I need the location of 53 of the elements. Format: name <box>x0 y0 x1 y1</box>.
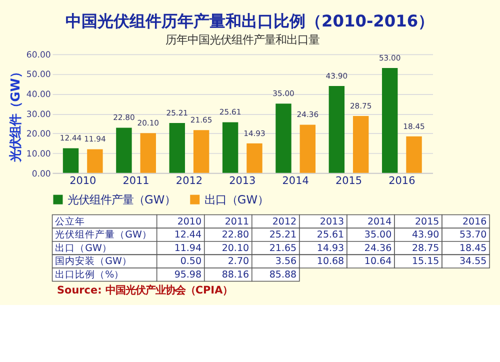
data-label: 25.61 <box>219 108 242 117</box>
text: 光伏组件产量（GW） 12.44 22.80 25.21 25.61 35.00 43.90 53.70 <box>55 230 487 241</box>
bar <box>87 149 103 173</box>
y-tick-label: 60.00 <box>26 50 51 60</box>
legend-label: 出口（GW） <box>204 192 268 206</box>
text: 出口比例（%） 95.98 88.16 85.88 <box>55 270 297 280</box>
x-tick-label: 2011 <box>122 174 150 187</box>
data-label: 43.90 <box>326 71 348 80</box>
chart-title: 中国光伏组件历年产量和出口比例（2010-2016） <box>66 12 434 31</box>
bar <box>276 104 292 173</box>
legend-label: 光伏组件产量（GW） <box>67 192 176 206</box>
data-label: 25.21 <box>166 108 188 118</box>
source-note: Source: 中国光伏产业协会（CPIA） <box>57 284 233 297</box>
y-tick-label: 50.00 <box>26 70 51 80</box>
text: 国内安装（GW） 0.50 2.70 3.56 10.68 10.64 15.15 34.55 <box>55 256 487 268</box>
bar <box>352 116 369 173</box>
data-label: 18.45 <box>403 122 426 131</box>
x-tick-label: 2015 <box>335 174 362 187</box>
data-label: 20.10 <box>137 118 160 128</box>
data-label: 14.93 <box>244 128 266 138</box>
x-tick-label: 2016 <box>388 174 416 187</box>
y-axis-title: 光伏组件（GW） <box>8 66 23 163</box>
bar <box>62 148 79 173</box>
bar <box>169 123 185 173</box>
data-label: 24.36 <box>296 110 319 120</box>
y-tick-label: 10.00 <box>26 149 51 160</box>
x-tick-label: 2014 <box>282 174 310 187</box>
data-label: 22.80 <box>113 113 135 122</box>
bar <box>116 128 132 173</box>
y-tick-label: 20.00 <box>26 130 51 140</box>
chart-subtitle: 历年中国光伏组件产量和出口量 <box>165 32 320 47</box>
data-label: 35.00 <box>272 89 295 98</box>
bar <box>328 86 345 173</box>
x-tick-label: 2012 <box>176 174 203 187</box>
y-tick-label: 30.00 <box>26 110 51 120</box>
data-label: 28.75 <box>350 101 372 110</box>
text: 出口（GW） 11.94 20.10 21.65 14.93 24.36 28.75 18.45 <box>55 242 487 254</box>
bar <box>222 122 238 173</box>
x-tick-label: 2010 <box>70 174 96 187</box>
bar <box>246 143 262 173</box>
bar <box>140 133 156 173</box>
x-tick-label: 2013 <box>229 174 256 187</box>
data-label: 53.00 <box>378 53 401 62</box>
bar <box>382 68 398 173</box>
bar <box>193 130 210 173</box>
data-label: 12.44 <box>60 134 82 143</box>
y-tick-label: 0.00 <box>32 169 51 180</box>
bar <box>406 136 422 173</box>
text: 公立年 2010 2011 2012 2013 2014 2015 2016 <box>55 216 487 228</box>
y-tick-label: 40.00 <box>26 90 51 100</box>
data-label: 11.94 <box>84 134 106 144</box>
data-label: 21.65 <box>190 115 212 124</box>
bar <box>300 124 316 173</box>
